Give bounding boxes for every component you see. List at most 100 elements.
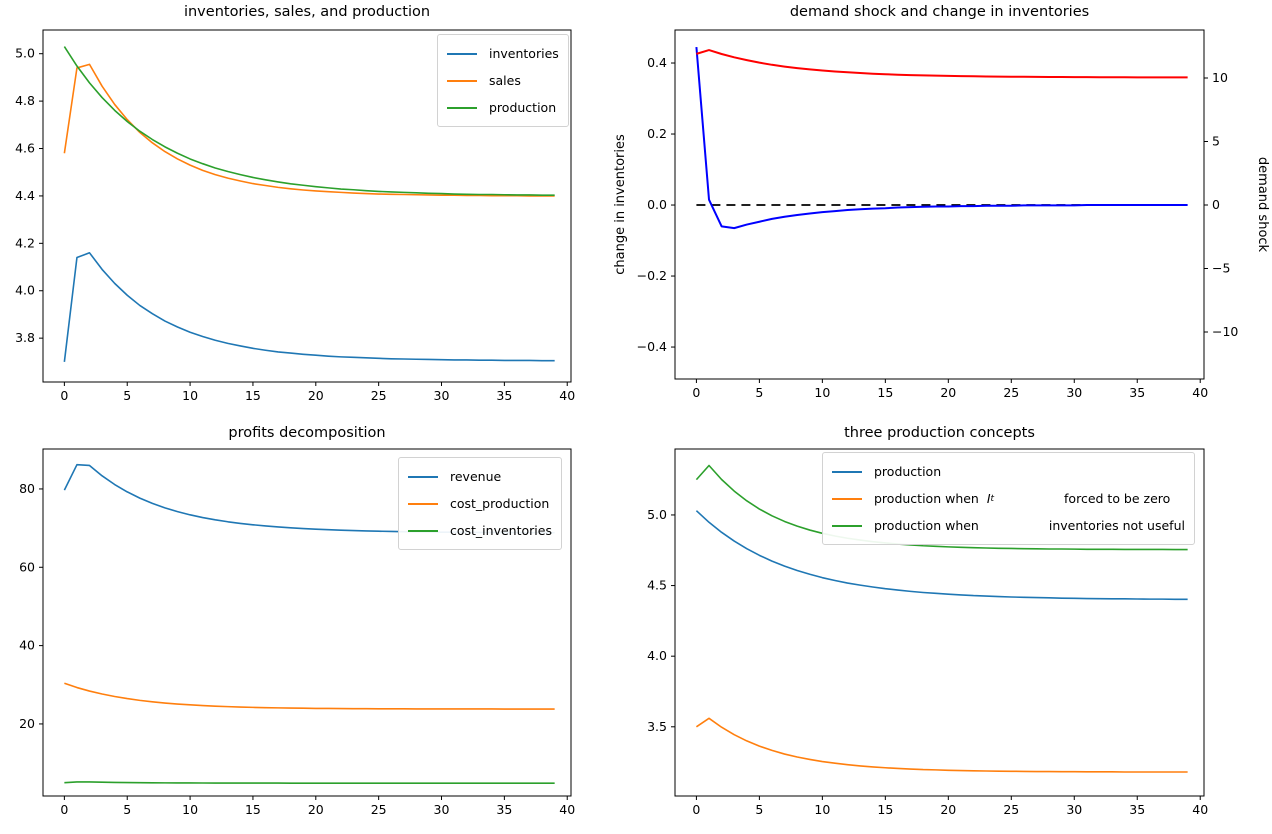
x-tick-label: 5 xyxy=(123,802,131,817)
legend-item-label: cost_production xyxy=(450,496,550,511)
chart-profits-decomposition: 0 5 10 15 20 25 30 35 40 20 40 60 80 xyxy=(19,448,575,817)
legend-item-label: production when xyxy=(874,518,979,533)
x-tick-label: 0 xyxy=(692,802,700,817)
y-tick-label: 0.0 xyxy=(647,197,667,212)
x-tick-label: 25 xyxy=(1003,385,1019,400)
x-tick-label: 35 xyxy=(496,802,512,817)
y-tick-label: 4.8 xyxy=(15,93,35,108)
right-y-tick-label: 0 xyxy=(1212,197,1220,212)
y-tick-label: 0.2 xyxy=(647,126,667,141)
legend-profits-decomposition: revenue cost_production cost_inventories xyxy=(398,457,562,550)
legend-item: production xyxy=(447,94,559,121)
legend-line-sample-icon xyxy=(408,529,438,532)
series-line-change-in-inventories xyxy=(695,46,1188,230)
y-tick-label: 60 xyxy=(19,559,35,574)
chart-title-demand-shock: demand shock and change in inventories xyxy=(789,4,1090,20)
legend-line-sample-icon xyxy=(832,470,862,473)
legend-line-sample-icon xyxy=(832,497,862,500)
chart-demand-shock-change-in-inventories: 0 5 10 15 20 25 30 35 40 −0.4 −0.2 0.0 0.2 0.4 −10 −5 0 5… xyxy=(613,29,1270,400)
y-tick-label: 4.4 xyxy=(15,188,35,203)
legend-item-label: revenue xyxy=(450,469,502,484)
legend-item: cost_production xyxy=(408,490,552,517)
series-line-production-when-i-t-forced-to-be-zero xyxy=(695,717,1188,773)
x-tick-label: 20 xyxy=(940,385,956,400)
x-tick-label: 0 xyxy=(60,802,68,817)
x-tick-label: 15 xyxy=(245,802,261,817)
chart-title-three-production-concepts: three production concepts xyxy=(844,425,1035,441)
axes-frame xyxy=(42,448,572,797)
axes-frame xyxy=(674,448,1205,797)
y-tick-label: 3.5 xyxy=(647,719,667,734)
x-tick-label: 10 xyxy=(814,802,830,817)
x-tick-label: 35 xyxy=(496,388,512,403)
legend-item: production when inventories not useful xyxy=(832,512,1185,539)
chart-inventories-sales-production: 0 5 10 15 20 25 30 35 40 3.8 4.0 4.2 4.4 4.6 4.8 5.0 xyxy=(15,29,575,403)
legend-item-label: inventories not useful xyxy=(1048,518,1185,533)
y-tick-label: −0.2 xyxy=(637,268,667,283)
x-tick-label: 10 xyxy=(182,802,198,817)
x-tick-label: 40 xyxy=(559,388,575,403)
legend-line-sample-icon xyxy=(447,79,477,82)
x-tick-label: 20 xyxy=(308,388,324,403)
x-tick-label: 30 xyxy=(1066,802,1082,817)
legend-inventories-sales-production: inventories sales production xyxy=(437,34,569,127)
x-tick-label: 30 xyxy=(434,388,450,403)
series-line-demand-shock xyxy=(696,49,1188,79)
legend-item-label: forced to be zero xyxy=(1064,491,1171,506)
y-tick-label: 4.0 xyxy=(647,648,667,663)
chart-title-inventories-sales-production: inventories, sales, and production xyxy=(183,4,431,20)
legend-item: cost_inventories xyxy=(408,517,552,544)
y-tick-label: 5.0 xyxy=(15,46,35,61)
legend-item: sales xyxy=(447,67,559,94)
legend-item: revenue xyxy=(408,463,552,490)
y-tick-label: 4.0 xyxy=(15,283,35,298)
y-tick-label: 4.2 xyxy=(15,235,35,250)
legend-item: production xyxy=(832,458,1185,485)
y-tick-label: −0.4 xyxy=(637,339,667,354)
x-tick-label: 35 xyxy=(1129,385,1145,400)
y-tick-label: 20 xyxy=(19,716,35,731)
x-tick-label: 40 xyxy=(1192,802,1208,817)
y-axis-label-left: change in inventories xyxy=(613,134,628,275)
y-tick-label: 5.0 xyxy=(647,507,667,522)
x-tick-label: 0 xyxy=(692,385,700,400)
legend-item-label: sales xyxy=(489,73,521,88)
x-tick-label: 15 xyxy=(877,802,893,817)
right-y-tick-label: 10 xyxy=(1212,70,1228,85)
x-tick-label: 20 xyxy=(308,802,324,817)
y-tick-label: 4.6 xyxy=(15,141,35,156)
legend-line-sample-icon xyxy=(832,524,862,527)
chart-three-production-concepts: 0 5 10 15 20 25 30 35 40 3.5 4.0 4.5 5.0 xyxy=(647,448,1208,817)
y-tick-label: 4.5 xyxy=(647,578,667,593)
x-tick-label: 20 xyxy=(940,802,956,817)
series-line-production xyxy=(695,510,1188,601)
y-tick-label: 3.8 xyxy=(15,330,35,345)
legend-line-sample-icon xyxy=(408,502,438,505)
legend-item: inventories xyxy=(447,40,559,67)
x-tick-label: 25 xyxy=(371,388,387,403)
legend-item-label: production xyxy=(489,100,557,115)
x-tick-label: 40 xyxy=(559,802,575,817)
y-axis-label-right: demand shock xyxy=(1255,157,1270,253)
x-tick-label: 15 xyxy=(877,385,893,400)
legend-line-sample-icon xyxy=(408,475,438,478)
x-tick-label: 5 xyxy=(755,385,763,400)
legend-item-label: cost_inventories xyxy=(450,523,552,538)
series-line-production-when-inventories-not-useful xyxy=(695,464,1188,551)
x-tick-label: 25 xyxy=(1003,802,1019,817)
x-tick-label: 5 xyxy=(755,802,763,817)
right-y-tick-label: −10 xyxy=(1212,324,1238,339)
legend-line-sample-icon xyxy=(447,106,477,109)
x-tick-label: 30 xyxy=(434,802,450,817)
x-tick-label: 15 xyxy=(245,388,261,403)
right-y-tick-label: 5 xyxy=(1212,134,1220,149)
legend-item-label: production when xyxy=(874,491,987,506)
x-tick-label: 10 xyxy=(814,385,830,400)
right-y-tick-label: −5 xyxy=(1212,261,1230,276)
axes-frame xyxy=(674,29,1205,380)
y-tick-label: 40 xyxy=(19,638,35,653)
x-tick-label: 35 xyxy=(1129,802,1145,817)
